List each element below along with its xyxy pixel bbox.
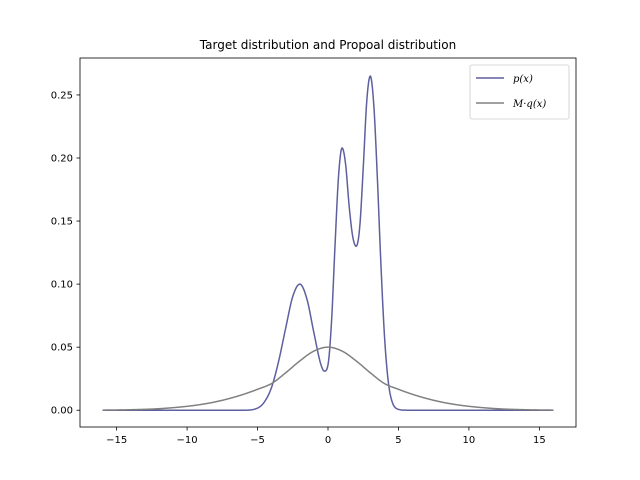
y-tick-label: 0.25 — [51, 90, 73, 101]
series-line-p — [102, 75, 554, 411]
x-tick-label: 0 — [325, 435, 331, 446]
y-axis: 0.00 0.05 0.10 0.15 0.20 0.25 — [51, 90, 80, 417]
chart-title: Target distribution and Propoal distribu… — [199, 38, 456, 52]
legend-label-mq: M·q(x) — [512, 99, 546, 110]
y-tick-label: 0.15 — [51, 217, 73, 228]
plot-area — [102, 75, 554, 411]
legend: p(x) M·q(x) — [469, 64, 570, 120]
y-tick-label: 0.00 — [51, 406, 73, 417]
x-tick-label: 5 — [395, 435, 401, 446]
x-tick-label: −15 — [106, 435, 127, 446]
x-axis: −15 −10 −5 0 5 10 15 — [106, 427, 546, 446]
y-tick-label: 0.20 — [51, 154, 73, 165]
y-tick-label: 0.05 — [51, 343, 73, 354]
y-tick-label: 0.10 — [51, 280, 73, 291]
series-line-mq — [102, 346, 554, 411]
x-tick-label: 10 — [463, 435, 476, 446]
legend-label-p: p(x) — [513, 74, 533, 85]
x-tick-label: 15 — [533, 435, 546, 446]
x-tick-label: −10 — [177, 435, 198, 446]
x-tick-label: −5 — [250, 435, 265, 446]
